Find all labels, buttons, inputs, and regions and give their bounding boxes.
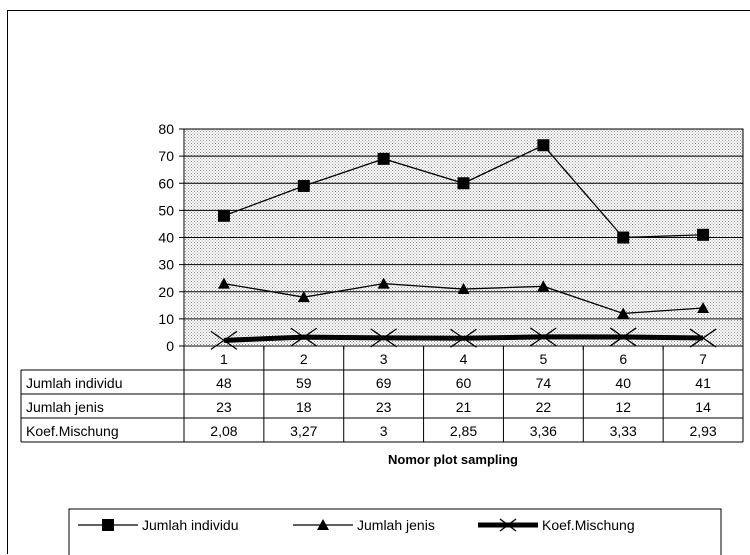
data-point-x bbox=[529, 327, 557, 347]
table-cell: 74 bbox=[536, 375, 552, 391]
x-tick-label: 2 bbox=[300, 351, 308, 367]
table-cell: 59 bbox=[296, 375, 312, 391]
table-cell: 23 bbox=[376, 399, 392, 415]
x-tick-label: 1 bbox=[220, 351, 228, 367]
legend-label: Jumlah jenis bbox=[357, 517, 435, 533]
table-cell: 3 bbox=[380, 423, 388, 439]
data-point-square bbox=[537, 139, 550, 152]
y-tick-label: 80 bbox=[158, 121, 174, 137]
data-point-x bbox=[370, 328, 398, 348]
data-point-square bbox=[377, 152, 390, 165]
data-point-square bbox=[457, 177, 470, 190]
table-cell: 3,33 bbox=[610, 423, 637, 439]
legend-box bbox=[68, 508, 722, 555]
y-tick-label: 20 bbox=[158, 284, 174, 300]
data-point-triangle bbox=[297, 291, 310, 303]
table-cell: 21 bbox=[456, 399, 472, 415]
data-point-x bbox=[609, 327, 637, 347]
y-tick-label: 30 bbox=[158, 257, 174, 273]
x-tick-label: 7 bbox=[699, 351, 707, 367]
data-point-triangle bbox=[537, 280, 550, 292]
y-tick-label: 40 bbox=[158, 230, 174, 246]
data-point-square bbox=[697, 228, 710, 241]
data-point-square bbox=[617, 231, 630, 244]
x-tick-label: 6 bbox=[619, 351, 627, 367]
y-tick-label: 10 bbox=[158, 311, 174, 327]
y-tick-label: 60 bbox=[158, 175, 174, 191]
y-tick-label: 50 bbox=[158, 202, 174, 218]
data-point-triangle bbox=[617, 307, 630, 319]
chart-frame: 0 10 20 30 40 50 60 70 80 1 2 3 4 5 6 7 Jumlah individu… bbox=[7, 10, 750, 555]
x-tick-label: 3 bbox=[380, 351, 388, 367]
table-cell: 22 bbox=[536, 399, 552, 415]
table-cell: 2,93 bbox=[689, 423, 716, 439]
x-tick-label: 4 bbox=[460, 351, 468, 367]
data-point-x bbox=[689, 328, 717, 348]
data-point-x bbox=[210, 330, 238, 350]
table-cell: 2,08 bbox=[210, 423, 237, 439]
x-axis-title: Nomor plot sampling bbox=[388, 452, 518, 467]
data-point-x bbox=[290, 327, 318, 347]
table-cell: 2,85 bbox=[450, 423, 477, 439]
x-tick-label: 5 bbox=[539, 351, 547, 367]
data-point-triangle bbox=[217, 277, 230, 289]
legend-marker-x bbox=[499, 518, 517, 532]
table-cell: 18 bbox=[296, 399, 312, 415]
data-point-x bbox=[450, 328, 477, 348]
table-cell: 23 bbox=[216, 399, 232, 415]
y-tick-label: 70 bbox=[158, 148, 174, 164]
table-cell: 3,27 bbox=[290, 423, 317, 439]
table-cell: 48 bbox=[216, 375, 232, 391]
data-point-square bbox=[297, 179, 310, 192]
y-tick-label: 0 bbox=[166, 338, 174, 354]
table-cell: 69 bbox=[376, 375, 392, 391]
table-cell: 41 bbox=[695, 375, 711, 391]
table-cell: 40 bbox=[615, 375, 631, 391]
data-point-triangle bbox=[697, 302, 710, 314]
table-cell: 12 bbox=[615, 399, 631, 415]
data-point-square bbox=[217, 209, 230, 222]
table-cell: 14 bbox=[695, 399, 711, 415]
table-row-label: Koef.Mischung bbox=[26, 423, 119, 439]
legend-marker-square bbox=[102, 519, 114, 531]
legend-label: Jumlah individu bbox=[142, 517, 239, 533]
legend-label: Koef.Mischung bbox=[542, 517, 635, 533]
table-row-label: Jumlah individu bbox=[26, 375, 123, 391]
table-cell: 60 bbox=[456, 375, 472, 391]
table-row-label: Jumlah jenis bbox=[26, 399, 104, 415]
data-point-triangle bbox=[377, 277, 390, 289]
table-cell: 3,36 bbox=[530, 423, 557, 439]
legend-marker-triangle bbox=[317, 519, 329, 530]
data-point-triangle bbox=[457, 283, 470, 295]
